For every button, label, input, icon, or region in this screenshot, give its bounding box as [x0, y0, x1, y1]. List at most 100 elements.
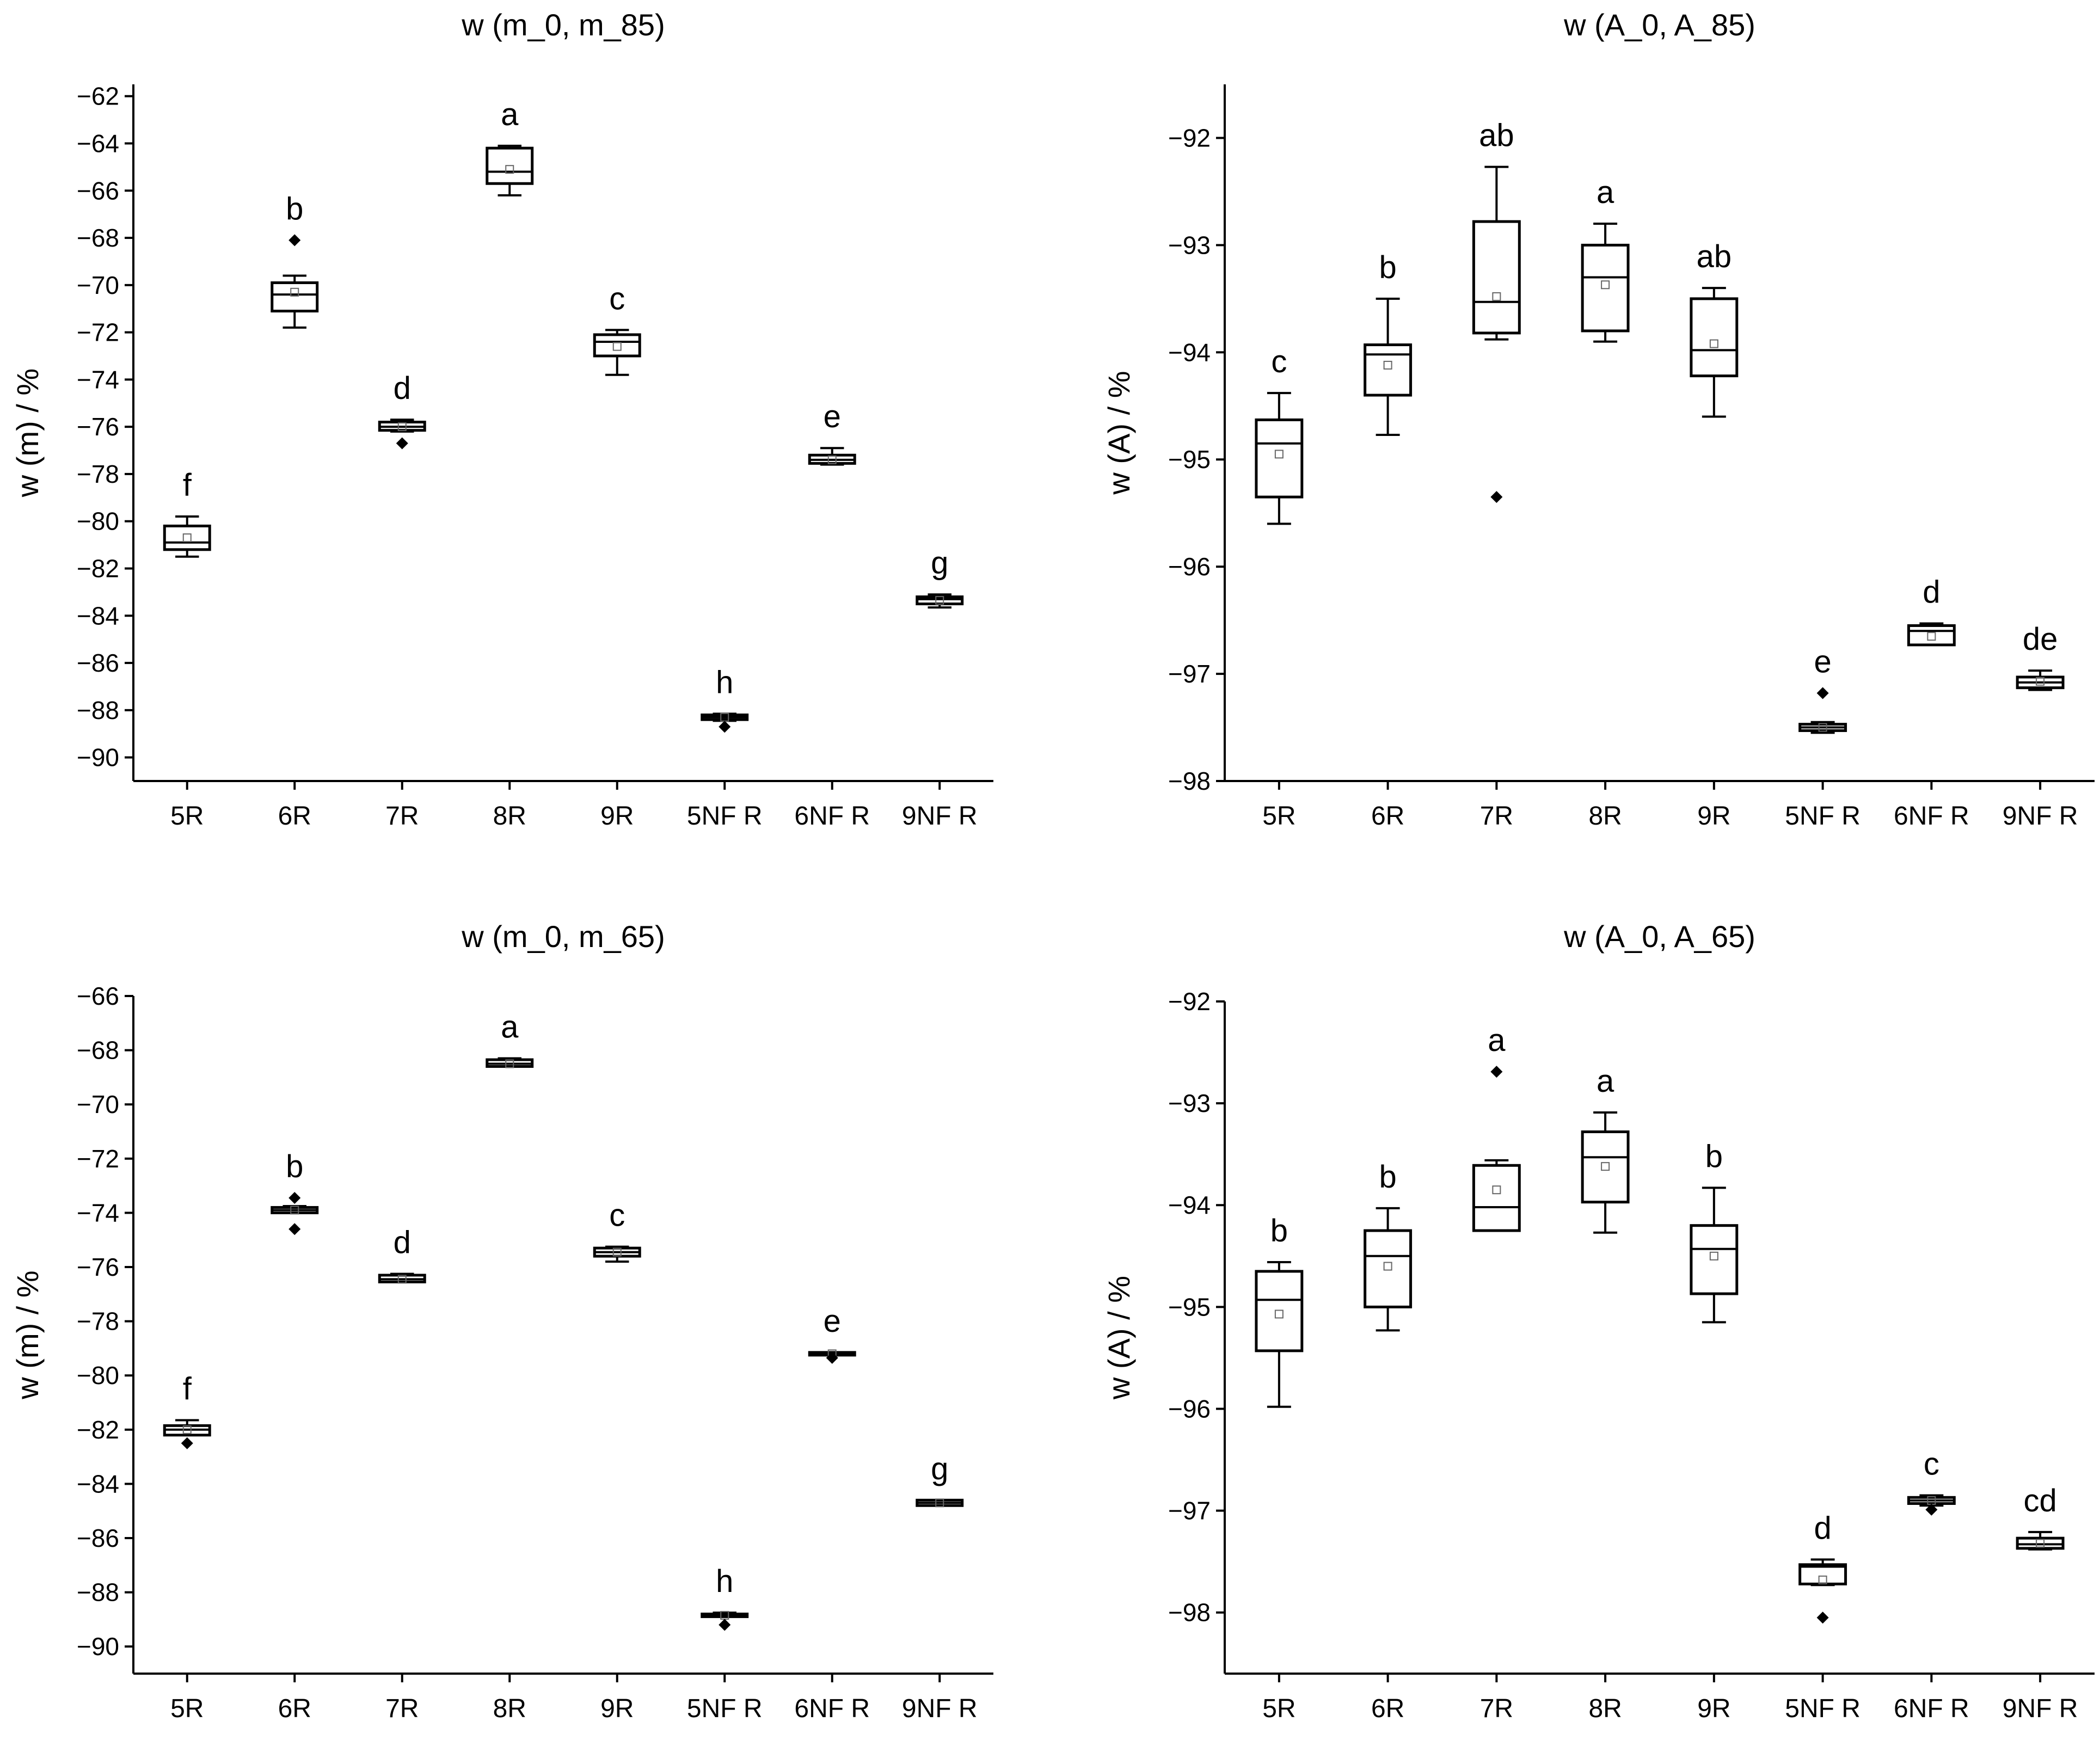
- x-tick-label: 5NF R: [687, 1694, 763, 1723]
- outlier-point: [719, 721, 731, 733]
- y-tick-label: −84: [77, 601, 119, 630]
- significance-letter: d: [394, 371, 411, 406]
- y-tick-label: −90: [77, 1632, 119, 1661]
- y-tick-label: −94: [1168, 1191, 1211, 1219]
- y-tick-label: −90: [77, 743, 119, 772]
- y-tick-label: −80: [77, 1361, 119, 1390]
- outlier-point: [396, 437, 408, 450]
- mean-marker: [1818, 1575, 1827, 1584]
- x-tick-label: 6R: [278, 1694, 311, 1723]
- y-tick-label: −95: [1168, 445, 1211, 474]
- y-axis-label: w (A) / %: [1102, 1276, 1136, 1400]
- significance-letter: a: [501, 97, 519, 132]
- x-tick-label: 9R: [1697, 802, 1730, 831]
- mean-marker: [397, 1275, 407, 1284]
- significance-letter: c: [1924, 1447, 1939, 1482]
- significance-letter: c: [609, 1198, 625, 1233]
- significance-letter: f: [183, 1371, 192, 1406]
- box-iqr: [1364, 343, 1413, 397]
- x-tick-label: 6NF R: [1894, 1694, 1969, 1723]
- mean-marker: [1274, 1310, 1284, 1319]
- mean-marker: [1927, 632, 1936, 641]
- y-tick-label: −88: [77, 1578, 119, 1607]
- y-tick-label: −82: [77, 554, 119, 582]
- x-tick-label: 9NF R: [2003, 1694, 2078, 1723]
- mean-marker: [1274, 450, 1284, 459]
- box-iqr: [1690, 297, 1739, 378]
- y-tick-label: −96: [1168, 1394, 1211, 1423]
- x-tick-label: 9NF R: [902, 802, 978, 831]
- y-tick-label: −82: [77, 1416, 119, 1444]
- y-tick-label: −95: [1168, 1293, 1211, 1321]
- significance-letter: ab: [1697, 239, 1732, 274]
- y-tick-label: −94: [1168, 338, 1211, 366]
- chart-title: w (m_0, m_65): [461, 919, 665, 954]
- mean-marker: [612, 342, 622, 351]
- y-tick-label: −97: [1168, 660, 1211, 688]
- box-iqr: [916, 595, 964, 606]
- mean-marker: [612, 1247, 622, 1257]
- significance-letter: ab: [1479, 118, 1514, 153]
- significance-letter: h: [716, 665, 733, 700]
- outlier-point: [1490, 491, 1503, 503]
- y-tick-label: −84: [77, 1470, 119, 1498]
- y-axis-label: w (m) / %: [10, 1270, 45, 1399]
- chart-title: w (A_0, A_65): [1563, 919, 1755, 954]
- x-tick-label: 5R: [170, 802, 204, 831]
- y-axis-label: w (A) / %: [1102, 371, 1136, 495]
- outlier-point: [181, 1437, 193, 1449]
- box-iqr: [163, 524, 211, 551]
- x-tick-label: 7R: [385, 802, 419, 831]
- box-iqr: [1581, 243, 1630, 333]
- y-tick-label: −78: [77, 1307, 119, 1336]
- x-tick-label: 6NF R: [794, 1694, 870, 1723]
- outlier-point: [288, 1223, 301, 1235]
- mean-marker: [397, 422, 407, 432]
- y-tick-label: −98: [1168, 767, 1211, 795]
- y-tick-label: −64: [77, 129, 119, 157]
- outlier-point: [1816, 687, 1829, 699]
- mean-marker: [2036, 677, 2045, 686]
- y-tick-label: −78: [77, 460, 119, 488]
- significance-letter: e: [824, 399, 841, 434]
- x-tick-label: 9R: [600, 802, 634, 831]
- significance-letter: d: [1814, 1510, 1831, 1546]
- mean-marker: [1383, 1262, 1392, 1271]
- y-tick-label: −66: [77, 982, 119, 1010]
- x-tick-label: 9R: [600, 1694, 634, 1723]
- box-iqr: [1472, 220, 1521, 335]
- mean-marker: [290, 1206, 299, 1215]
- x-tick-label: 5NF R: [1785, 802, 1860, 831]
- x-tick-label: 5NF R: [1785, 1694, 1860, 1723]
- y-tick-label: −70: [77, 1090, 119, 1118]
- x-tick-label: 7R: [1480, 1694, 1513, 1723]
- mean-marker: [1492, 292, 1501, 301]
- mean-marker: [1492, 1185, 1501, 1195]
- mean-marker: [1818, 723, 1827, 732]
- chart-panel-a0-a65: w (A_0, A_65)w (A) / % −92 −93 −94 −95 −96 −97…: [1102, 919, 2095, 1723]
- box-iqr: [1364, 1229, 1413, 1308]
- outlier-point: [288, 234, 301, 247]
- y-tick-label: −98: [1168, 1599, 1211, 1627]
- y-tick-label: −92: [1168, 987, 1211, 1016]
- y-tick-label: −74: [77, 1198, 119, 1227]
- significance-letter: g: [931, 545, 948, 581]
- mean-marker: [1709, 339, 1718, 348]
- significance-letter: b: [1379, 250, 1396, 285]
- y-tick-label: −97: [1168, 1497, 1211, 1525]
- box-iqr: [1907, 624, 1956, 647]
- outlier-point: [826, 1351, 838, 1364]
- x-tick-label: 5R: [170, 1694, 204, 1723]
- x-tick-label: 8R: [1588, 1694, 1622, 1723]
- significance-letter: de: [2023, 622, 2058, 657]
- y-tick-label: −70: [77, 271, 119, 299]
- significance-letter: b: [1270, 1213, 1288, 1249]
- outlier-point: [1490, 1066, 1503, 1078]
- y-tick-label: −66: [77, 176, 119, 205]
- significance-letter: b: [1705, 1139, 1723, 1174]
- mean-marker: [2036, 1539, 2045, 1548]
- mean-marker: [1383, 360, 1392, 370]
- mean-marker: [1601, 280, 1610, 290]
- mean-marker: [935, 1498, 944, 1508]
